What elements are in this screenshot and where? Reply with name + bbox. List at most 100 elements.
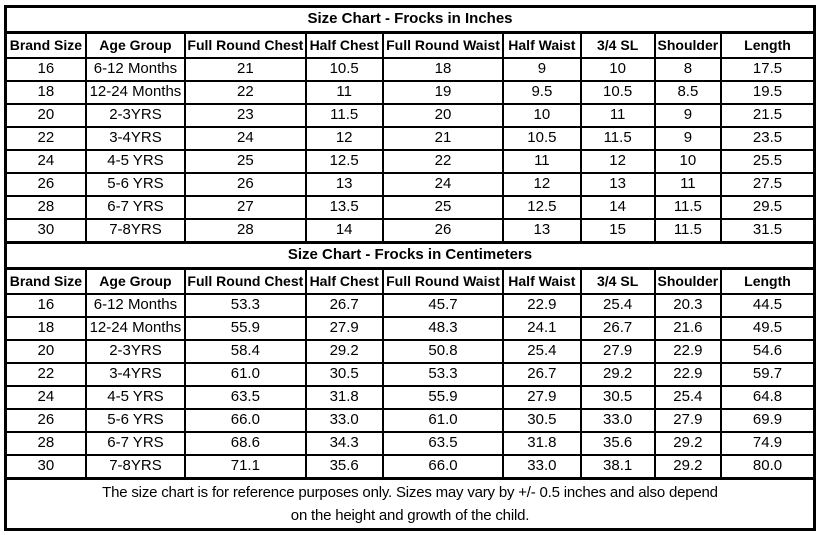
- cell: 25.4: [653, 385, 722, 410]
- cell: 11.5: [653, 195, 722, 220]
- table-row: 22 3-4YRS 24 12 21 10.5 11.5 9 23.5: [4, 126, 816, 151]
- cell: 20.3: [653, 293, 722, 318]
- cell: 29.2: [653, 454, 722, 480]
- cell: 27.9: [304, 316, 384, 341]
- section-title: Size Chart - Frocks in Centimeters: [4, 241, 816, 270]
- table-row: 28 6-7 YRS 68.6 34.3 63.5 31.8 35.6 29.2 74.9: [4, 431, 816, 456]
- cell: 7-8YRS: [84, 218, 187, 244]
- cell: 6-12 Months: [84, 293, 187, 318]
- cell: 53.3: [184, 293, 307, 318]
- column-header: Full Round Waist: [381, 267, 505, 295]
- cell: 29.2: [579, 362, 656, 387]
- cell: 21: [184, 57, 307, 82]
- cell: 26.7: [502, 362, 582, 387]
- cell: 31.5: [719, 218, 816, 244]
- cell: 61.0: [381, 408, 505, 433]
- cell: 33.0: [579, 408, 656, 433]
- column-header: Shoulder: [653, 31, 722, 59]
- table-row: 16 6-12 Months 21 10.5 18 9 10 8 17.5: [4, 57, 816, 82]
- cell: 66.0: [381, 454, 505, 480]
- cell: 12: [304, 126, 384, 151]
- cell: 30.5: [502, 408, 582, 433]
- section-title: Size Chart - Frocks in Inches: [4, 5, 816, 34]
- cell: 30.5: [579, 385, 656, 410]
- cell: 10.5: [579, 80, 656, 105]
- cell: 12-24 Months: [84, 316, 187, 341]
- cell: 23.5: [719, 126, 816, 151]
- table-row: 18 12-24 Months 22 11 19 9.5 10.5 8.5 19.5: [4, 80, 816, 105]
- cell: 30: [4, 218, 87, 244]
- cell: 26: [381, 218, 505, 244]
- cell: 27.9: [579, 339, 656, 364]
- cell: 27.9: [502, 385, 582, 410]
- cell: 9: [502, 57, 582, 82]
- column-header: Full Round Chest: [184, 267, 307, 295]
- cell: 18: [4, 316, 87, 341]
- cell: 71.1: [184, 454, 307, 480]
- cell: 19: [381, 80, 505, 105]
- cell: 2-3YRS: [84, 103, 187, 128]
- cell: 54.6: [719, 339, 816, 364]
- cell: 59.7: [719, 362, 816, 387]
- cell: 2-3YRS: [84, 339, 187, 364]
- column-header: Full Round Chest: [184, 31, 307, 59]
- cell: 22.9: [502, 293, 582, 318]
- cell: 12-24 Months: [84, 80, 187, 105]
- cell: 25.5: [719, 149, 816, 174]
- cell: 58.4: [184, 339, 307, 364]
- cell: 13.5: [304, 195, 384, 220]
- cell: 10: [502, 103, 582, 128]
- cell: 30: [4, 454, 87, 480]
- cell: 63.5: [381, 431, 505, 456]
- column-header: Length: [719, 31, 816, 59]
- cell: 35.6: [304, 454, 384, 480]
- cell: 5-6 YRS: [84, 408, 187, 433]
- cell: 25: [381, 195, 505, 220]
- cell: 28: [4, 195, 87, 220]
- cell: 21: [381, 126, 505, 151]
- cell: 3-4YRS: [84, 126, 187, 151]
- cell: 10.5: [304, 57, 384, 82]
- cell: 13: [304, 172, 384, 197]
- cell: 28: [4, 431, 87, 456]
- cell: 26: [4, 172, 87, 197]
- cell: 26: [4, 408, 87, 433]
- cell: 45.7: [381, 293, 505, 318]
- size-chart-body: Size Chart - Frocks in Inches Brand Size A…: [4, 5, 816, 531]
- column-header: Half Chest: [304, 31, 384, 59]
- cell: 13: [579, 172, 656, 197]
- cell: 22: [4, 362, 87, 387]
- table-row: 18 12-24 Months 55.9 27.9 48.3 24.1 26.7 21.6 49…: [4, 316, 816, 341]
- cell: 18: [381, 57, 505, 82]
- cell: 12: [502, 172, 582, 197]
- cell: 34.3: [304, 431, 384, 456]
- cell: 26.7: [304, 293, 384, 318]
- cell: 63.5: [184, 385, 307, 410]
- cell: 22: [381, 149, 505, 174]
- cell: 14: [579, 195, 656, 220]
- cell: 6-7 YRS: [84, 431, 187, 456]
- cell: 3-4YRS: [84, 362, 187, 387]
- cell: 21.5: [719, 103, 816, 128]
- cell: 25.4: [502, 339, 582, 364]
- cell: 38.1: [579, 454, 656, 480]
- cell: 11: [653, 172, 722, 197]
- cell: 14: [304, 218, 384, 244]
- cell: 33.0: [304, 408, 384, 433]
- cell: 9: [653, 103, 722, 128]
- table-row: 28 6-7 YRS 27 13.5 25 12.5 14 11.5 29.5: [4, 195, 816, 220]
- size-chart-table: Size Chart - Frocks in Inches Brand Size A…: [4, 5, 816, 531]
- cell: 24: [4, 385, 87, 410]
- cell: 18: [4, 80, 87, 105]
- cell: 16: [4, 293, 87, 318]
- cell: 29.2: [653, 431, 722, 456]
- cell: 35.6: [579, 431, 656, 456]
- cell: 53.3: [381, 362, 505, 387]
- table-row: 20 2-3YRS 58.4 29.2 50.8 25.4 27.9 22.9 54.6: [4, 339, 816, 364]
- cell: 26: [184, 172, 307, 197]
- footer-line: on the height and growth of the child.: [290, 507, 530, 524]
- cell: 49.5: [719, 316, 816, 341]
- cell: 9: [653, 126, 722, 151]
- cell: 80.0: [719, 454, 816, 480]
